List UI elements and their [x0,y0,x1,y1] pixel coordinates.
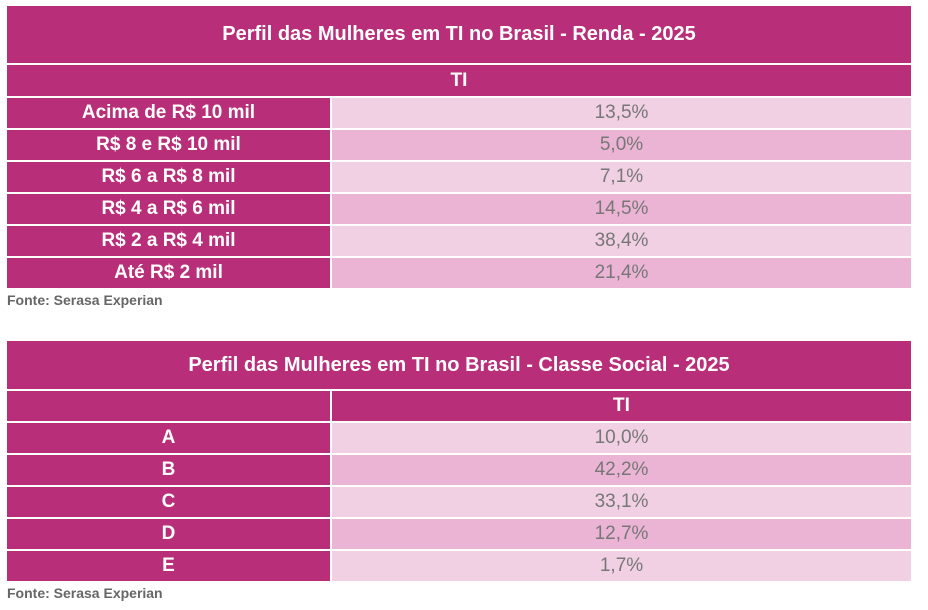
row-label: R$ 6 a R$ 8 mil [7,162,330,192]
row-value: 10,0% [332,423,911,453]
class-table-title: Perfil das Mulheres em TI no Brasil - Cl… [7,341,911,389]
table-row: Acima de R$ 10 mil 13,5% [7,98,911,128]
row-value: 42,2% [332,455,911,485]
row-value: 14,5% [332,194,911,224]
row-value: 33,1% [332,487,911,517]
row-label: A [7,423,330,453]
row-label: Até R$ 2 mil [7,258,330,288]
row-label: B [7,455,330,485]
row-label: R$ 8 e R$ 10 mil [7,130,330,160]
row-value: 1,7% [332,551,911,581]
table-row: E 1,7% [7,551,911,581]
table-row: B 42,2% [7,455,911,485]
row-label: D [7,519,330,549]
class-table: Perfil das Mulheres em TI no Brasil - Cl… [7,341,911,581]
class-source: Fonte: Serasa Experian [7,585,163,601]
class-column-header: TI [332,391,911,421]
row-value: 12,7% [332,519,911,549]
income-table: Perfil das Mulheres em TI no Brasil - Re… [7,6,911,288]
row-value: 38,4% [332,226,911,256]
table-row: R$ 8 e R$ 10 mil 5,0% [7,130,911,160]
table-row: Até R$ 2 mil 21,4% [7,258,911,288]
empty-header-cell [7,391,330,421]
row-value: 13,5% [332,98,911,128]
table-row: R$ 4 a R$ 6 mil 14,5% [7,194,911,224]
table-row: A 10,0% [7,423,911,453]
table-row: R$ 2 a R$ 4 mil 38,4% [7,226,911,256]
row-label: Acima de R$ 10 mil [7,98,330,128]
income-table-title: Perfil das Mulheres em TI no Brasil - Re… [7,6,911,63]
row-value: 7,1% [332,162,911,192]
table-row: R$ 6 a R$ 8 mil 7,1% [7,162,911,192]
table-row: D 12,7% [7,519,911,549]
income-column-header: TI [7,65,911,96]
row-label: C [7,487,330,517]
table-row: C 33,1% [7,487,911,517]
row-label: E [7,551,330,581]
row-label: R$ 4 a R$ 6 mil [7,194,330,224]
row-value: 5,0% [332,130,911,160]
row-label: R$ 2 a R$ 4 mil [7,226,330,256]
row-value: 21,4% [332,258,911,288]
income-source: Fonte: Serasa Experian [7,292,163,308]
